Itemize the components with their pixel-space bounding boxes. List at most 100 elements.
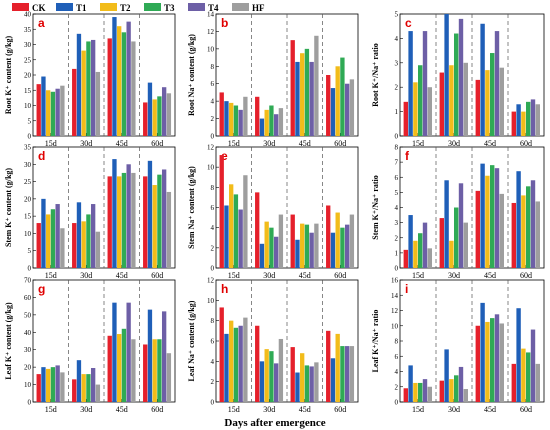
y-tick-label: 0 (395, 133, 399, 141)
panel-i: 0 2 4 6 8 10 12 14 16 Leaf K⁺/Na⁺ ratio i 15d 30d 45d… (371, 277, 545, 414)
y-tick-label: 30 (24, 161, 32, 169)
y-tick-label: 2 (211, 378, 215, 386)
y-tick-label: 30 (24, 41, 32, 49)
y-axis-title: Leaf Na⁺ content (g/kg) (187, 300, 196, 381)
panel-letter: b (221, 16, 228, 30)
legend-swatch-t3 (144, 3, 161, 11)
y-tick-label: 6 (395, 353, 399, 361)
x-tick-label: 15d (228, 139, 240, 148)
x-tick-label: 45d (116, 139, 128, 148)
bar-t2-45d (117, 334, 122, 402)
bar-t2-45d (485, 70, 490, 136)
bar-hf-15d (243, 317, 248, 402)
y-tick-label: 8 (211, 184, 215, 192)
bar-t3-30d (86, 41, 91, 137)
bar-t3-15d (233, 327, 239, 402)
bar-t3-60d (157, 174, 162, 268)
y-tick-label: 5 (395, 11, 399, 19)
bar-t2-30d (449, 240, 454, 268)
y-tick-label: 70 (24, 277, 32, 285)
bar-hf-60d (166, 93, 172, 136)
bar-hf-60d (166, 353, 172, 402)
bar-ck-15d (219, 307, 224, 402)
panel-letter: h (221, 282, 228, 296)
x-tick-label: 60d (151, 271, 163, 280)
y-tick-label: 0 (395, 265, 399, 273)
y-tick-label: 10 (207, 164, 215, 172)
panel-a: 0 5 10 15 20 25 30 35 40 Root K⁺ content (g/kg) a 1… (4, 11, 176, 148)
y-tick-label: 10 (207, 45, 215, 53)
bar-hf-15d (427, 87, 432, 136)
panel-letter: c (405, 16, 412, 30)
bar-ck-60d (143, 344, 148, 402)
bar-t4-30d (458, 366, 464, 402)
bar-t2-30d (81, 221, 86, 268)
bar-hf-45d (131, 41, 136, 137)
y-tick-label: 6 (211, 204, 215, 212)
panel-b: 0 2 4 6 8 10 12 14 Root Na⁺ content (g/kg) b 15d 30… (187, 11, 359, 148)
bar-t1-60d (516, 308, 521, 402)
x-tick-label: 30d (263, 271, 275, 280)
bar-t4-30d (273, 236, 279, 268)
bar-t2-30d (264, 349, 269, 402)
bar-hf-60d (349, 346, 355, 402)
bar-t1-45d (112, 17, 117, 136)
bar-t3-60d (340, 346, 345, 402)
bar-hf-30d (95, 231, 101, 268)
y-tick-label: 25 (24, 178, 32, 186)
bar-t3-30d (269, 105, 274, 136)
bar-t1-15d (224, 101, 229, 136)
bar-t3-30d (269, 351, 274, 402)
bar-t2-60d (152, 99, 157, 136)
bar-t1-60d (330, 358, 336, 402)
legend: CK T1 T2 T3 T4 HF (12, 3, 265, 13)
x-axis-title: Days after emergence (224, 417, 325, 429)
bar-t3-60d (340, 57, 345, 137)
bar-t3-45d (304, 48, 310, 136)
bar-ck-45d (290, 40, 295, 137)
bar-t4-60d (161, 311, 167, 402)
bar-t1-30d (76, 33, 82, 137)
bar-t2-15d (229, 184, 234, 268)
y-axis-title: Leaf K⁺/Na⁺ ratio (371, 310, 380, 373)
bar-t3-60d (526, 101, 531, 136)
y-tick-label: 20 (24, 195, 32, 203)
y-tick-label: 0 (211, 399, 215, 407)
bar-hf-45d (499, 67, 504, 136)
bar-t3-15d (418, 382, 423, 402)
bar-hf-15d (243, 96, 248, 136)
y-tick-label: 10 (24, 102, 32, 110)
y-tick-label: 0 (211, 133, 215, 141)
bar-t3-30d (86, 374, 91, 402)
bar-t4-30d (273, 363, 279, 402)
bar-ck-15d (219, 92, 224, 136)
y-tick-label: 10 (391, 322, 399, 330)
bar-t3-30d (454, 207, 459, 268)
y-tick-label: 20 (24, 72, 32, 80)
bar-t1-30d (259, 243, 265, 268)
bar-ck-15d (36, 223, 41, 268)
bar-t2-30d (81, 374, 86, 402)
bar-t2-60d (521, 195, 526, 268)
bar-t1-45d (295, 239, 300, 268)
y-tick-label: 12 (207, 144, 215, 152)
legend-swatch-ck (12, 3, 29, 11)
bar-hf-30d (95, 384, 101, 402)
panel-d: 0 5 10 15 20 25 30 35 Stem K⁺ content (g/kg) d 15d… (4, 144, 176, 280)
x-tick-label: 30d (80, 405, 92, 414)
y-tick-label: 4 (211, 224, 215, 232)
bar-t4-45d (494, 31, 500, 136)
bar-t3-45d (490, 318, 495, 402)
y-tick-label: 20 (24, 364, 32, 372)
bar-ck-60d (143, 102, 148, 136)
bar-ck-15d (36, 374, 41, 402)
bar-t1-60d (330, 88, 336, 136)
x-tick-label: 60d (334, 271, 346, 280)
bar-hf-45d (499, 193, 504, 268)
bar-t3-45d (121, 32, 127, 136)
bar-t2-45d (117, 26, 122, 137)
bar-t1-30d (76, 360, 82, 402)
bar-t2-60d (152, 185, 157, 268)
bar-t3-15d (233, 194, 239, 268)
x-tick-label: 45d (484, 405, 496, 414)
